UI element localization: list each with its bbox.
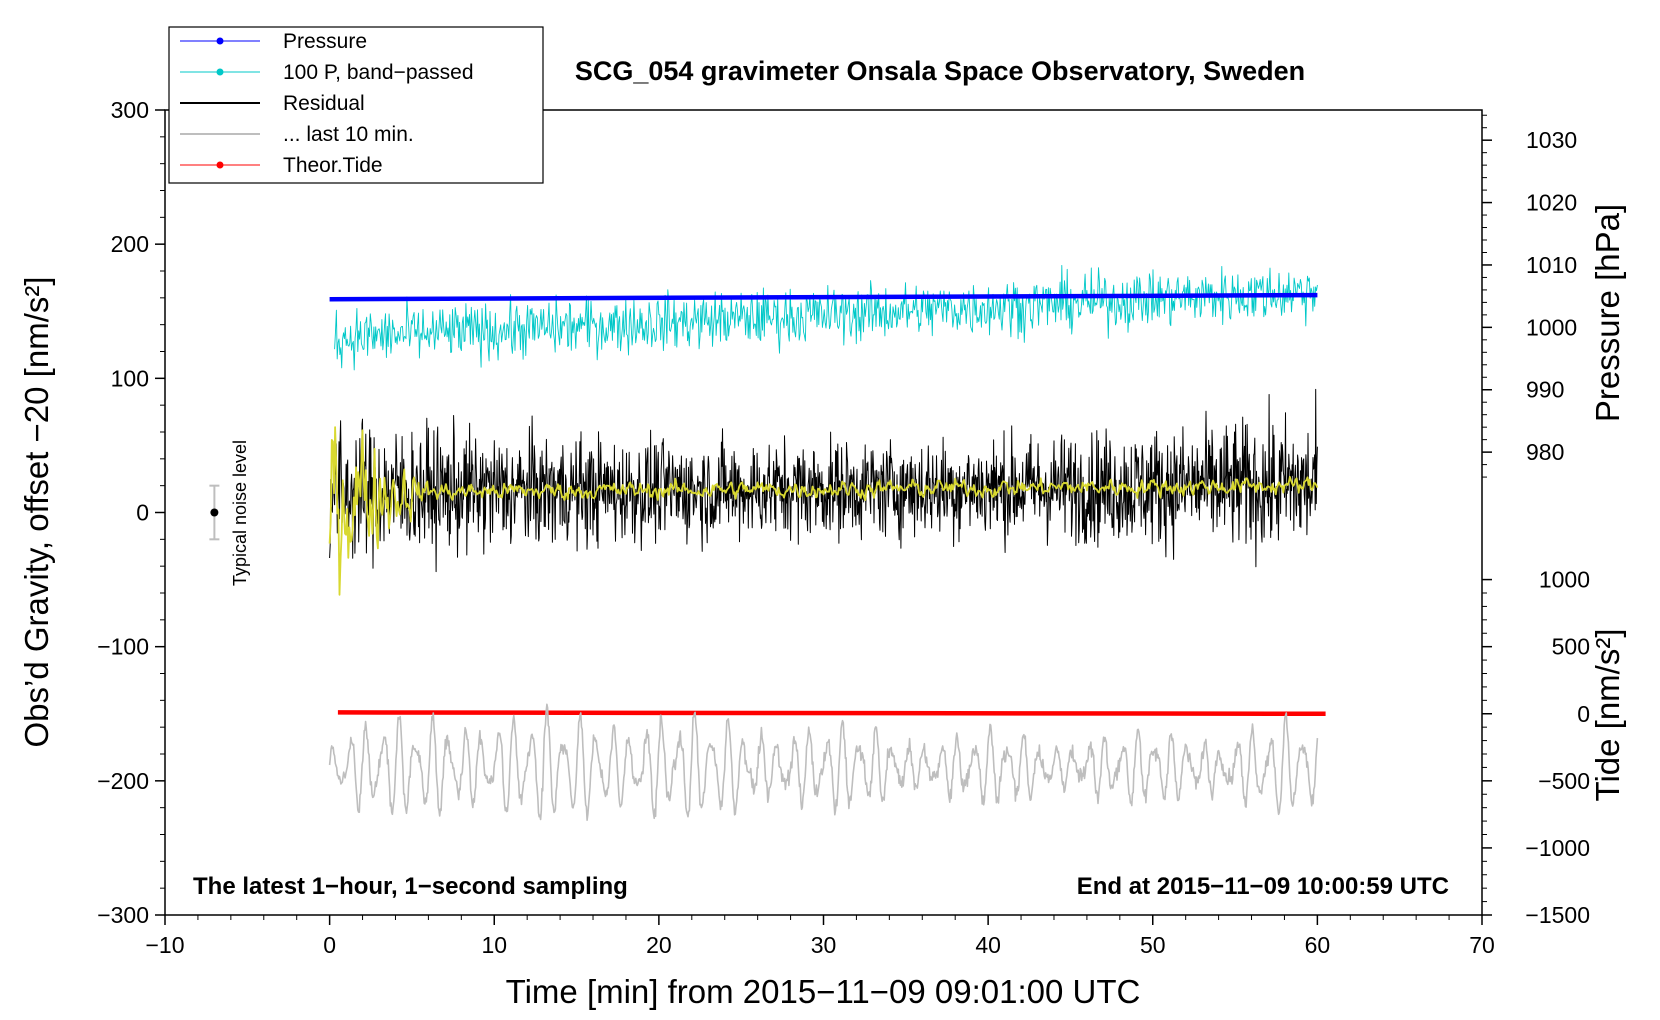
x-tick-label-8: 70 [1469,932,1495,958]
y-axis-title-tide: Tide [nm/s²] [1589,629,1626,802]
tide-tick-label-1: 500 [1552,634,1590,660]
tide-tick-label-5: −1500 [1525,902,1590,928]
series-residual [329,388,1318,573]
x-tick-label-1: 0 [323,932,336,958]
x-tick-label-2: 10 [481,932,507,958]
x-tick-label-5: 40 [975,932,1001,958]
pressure-tick-label-2: 1010 [1526,252,1577,278]
tide-tick-label-0: 1000 [1539,567,1590,593]
legend-label-theor-tide: Theor.Tide [283,154,383,177]
y-tick-label-6: −300 [97,902,149,928]
legend-label-pressure: Pressure [283,30,367,53]
legend-label-residual: Residual [283,92,365,115]
pressure-tick-label-5: 980 [1526,439,1564,465]
y-axis-title-left: Obs’d Gravity, offset −20 [nm/s²] [18,276,55,747]
tide-tick-label-3: −500 [1538,768,1590,794]
noise-level-label: Typical noise level [230,440,250,586]
legend-marker-theor-tide [216,161,224,169]
y-tick-label-3: 0 [136,500,149,526]
tide-tick-label-4: −1000 [1525,835,1590,861]
tide-tick-label-2: 0 [1577,701,1590,727]
y-tick-label-4: −100 [97,634,149,660]
pressure-tick-label-1: 1020 [1526,190,1577,216]
x-tick-label-6: 50 [1140,932,1166,958]
legend-box [168,26,544,184]
series-layer [328,264,1326,821]
x-tick-label-4: 30 [811,932,837,958]
noise-level-indicator [209,484,220,541]
y-axis-title-pressure: Pressure [hPa] [1589,204,1626,422]
series-theor-tide [337,710,1326,717]
series-last-10-min [328,703,1319,821]
pressure-tick-label-4: 990 [1526,377,1564,403]
series-residual-smoothed [328,426,1319,596]
axes-layer: −10 0 10 20 30 40 50 60 703002001000−100−200−300… [97,97,1590,958]
pressure-tick-label-0: 1030 [1526,127,1577,153]
y-tick-label-1: 200 [111,231,149,257]
x-tick-label-0: −10 [145,932,184,958]
legend-marker-100-p-band-passed [216,68,224,76]
annotation-end-time: End at 2015−11−09 10:00:59 UTC [1077,873,1449,900]
noise-bar-center-dot [210,508,219,517]
y-tick-label-5: −200 [97,768,149,794]
y-tick-label-0: 300 [111,97,149,123]
x-tick-label-7: 60 [1305,932,1331,958]
legend-marker-pressure [216,37,224,45]
y-tick-label-2: 100 [111,365,149,391]
legend-label-100-p-band-passed: 100 P, band−passed [283,61,474,84]
chart-title: SCG_054 gravimeter Onsala Space Observat… [575,56,1305,86]
pressure-tick-label-3: 1000 [1526,314,1577,340]
legend: Pressure 100 P, band−passed Residual ... la… [168,26,544,184]
annotation-sampling: The latest 1−hour, 1−second sampling [193,873,628,900]
x-axis-title: Time [min] from 2015−11−09 09:01:00 UTC [506,973,1141,1010]
series-100-p-band-passed [334,264,1318,371]
legend-label-last-10-min: ... last 10 min. [283,123,414,146]
series-pressure [329,292,1318,302]
x-tick-label-3: 20 [646,932,672,958]
